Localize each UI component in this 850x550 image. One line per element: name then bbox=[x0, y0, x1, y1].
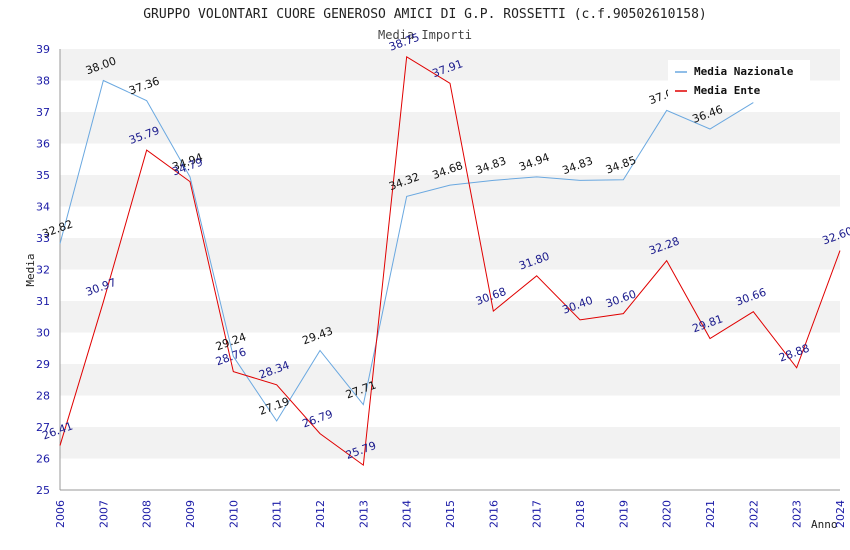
chart-title: GRUPPO VOLONTARI CUORE GENEROSO AMICI DI… bbox=[143, 7, 707, 22]
x-tick-label: 2008 bbox=[141, 500, 154, 528]
x-tick-label: 2018 bbox=[574, 500, 587, 528]
legend-label-nazionale: Media Nazionale bbox=[694, 65, 794, 78]
y-tick-labels: 25 26 27 28 29 30 31 32 33 34 35 36 37 38 39 bbox=[36, 43, 50, 497]
y-tick-label: 35 bbox=[36, 169, 50, 182]
grid-band bbox=[60, 427, 840, 459]
y-tick-label: 29 bbox=[36, 358, 50, 371]
x-tick-label: 2010 bbox=[227, 500, 240, 528]
y-tick-label: 33 bbox=[36, 232, 50, 245]
x-tick-label: 2011 bbox=[271, 500, 284, 528]
series-lines bbox=[59, 56, 841, 467]
x-tick-label: 2007 bbox=[97, 500, 110, 528]
y-tick-label: 25 bbox=[36, 484, 50, 497]
x-tick-label: 2023 bbox=[791, 500, 804, 528]
x-tick-label: 2017 bbox=[531, 500, 544, 528]
legend: Media Nazionale Media Ente bbox=[668, 60, 810, 100]
legend-box bbox=[668, 60, 810, 100]
y-tick-label: 37 bbox=[36, 106, 50, 119]
grid-band bbox=[60, 206, 840, 238]
x-tick-label: 2021 bbox=[704, 500, 717, 528]
x-tick-label: 2009 bbox=[184, 500, 197, 528]
grid-band bbox=[60, 458, 840, 490]
y-axis-label: Media bbox=[24, 253, 37, 286]
x-tick-label: 2019 bbox=[617, 500, 630, 528]
x-tick-label: 2013 bbox=[357, 500, 370, 528]
grid-band bbox=[60, 301, 840, 333]
legend-label-ente: Media Ente bbox=[694, 84, 761, 97]
grid-band bbox=[60, 269, 840, 301]
y-tick-label: 32 bbox=[36, 264, 50, 277]
series-line-nazionale bbox=[59, 79, 754, 422]
y-tick-label: 36 bbox=[36, 138, 50, 151]
y-tick-label: 28 bbox=[36, 390, 50, 403]
x-tick-labels: 2006 2007 2008 2009 2010 2011 2012 2013 2014 2015… bbox=[54, 500, 847, 528]
x-tick-label: 2015 bbox=[444, 500, 457, 528]
grid-band bbox=[60, 238, 840, 270]
grid-band bbox=[60, 364, 840, 396]
x-axis-label: Anno bbox=[811, 518, 838, 531]
grid-band bbox=[60, 143, 840, 175]
grid-band bbox=[60, 112, 840, 144]
x-tick-label: 2016 bbox=[487, 500, 500, 528]
x-tick-label: 2014 bbox=[401, 500, 414, 528]
y-tick-label: 34 bbox=[36, 201, 50, 214]
chart-subtitle: Media Importi bbox=[378, 28, 472, 42]
x-tick-label: 2020 bbox=[661, 500, 674, 528]
x-tick-label: 2006 bbox=[54, 500, 67, 528]
grid-band bbox=[60, 395, 840, 427]
y-tick-label: 27 bbox=[36, 421, 50, 434]
y-tick-label: 26 bbox=[36, 453, 50, 466]
y-tick-label: 31 bbox=[36, 295, 50, 308]
x-tick-label: 2024 bbox=[834, 500, 847, 528]
y-tick-label: 38 bbox=[36, 75, 50, 88]
grid-band bbox=[60, 332, 840, 364]
y-tick-label: 39 bbox=[36, 43, 50, 56]
x-tick-label: 2022 bbox=[747, 500, 760, 528]
x-tick-label: 2012 bbox=[314, 500, 327, 528]
grid-band bbox=[60, 175, 840, 207]
y-tick-label: 30 bbox=[36, 327, 50, 340]
grid-bands bbox=[60, 49, 840, 490]
series-line-ente bbox=[59, 56, 841, 467]
